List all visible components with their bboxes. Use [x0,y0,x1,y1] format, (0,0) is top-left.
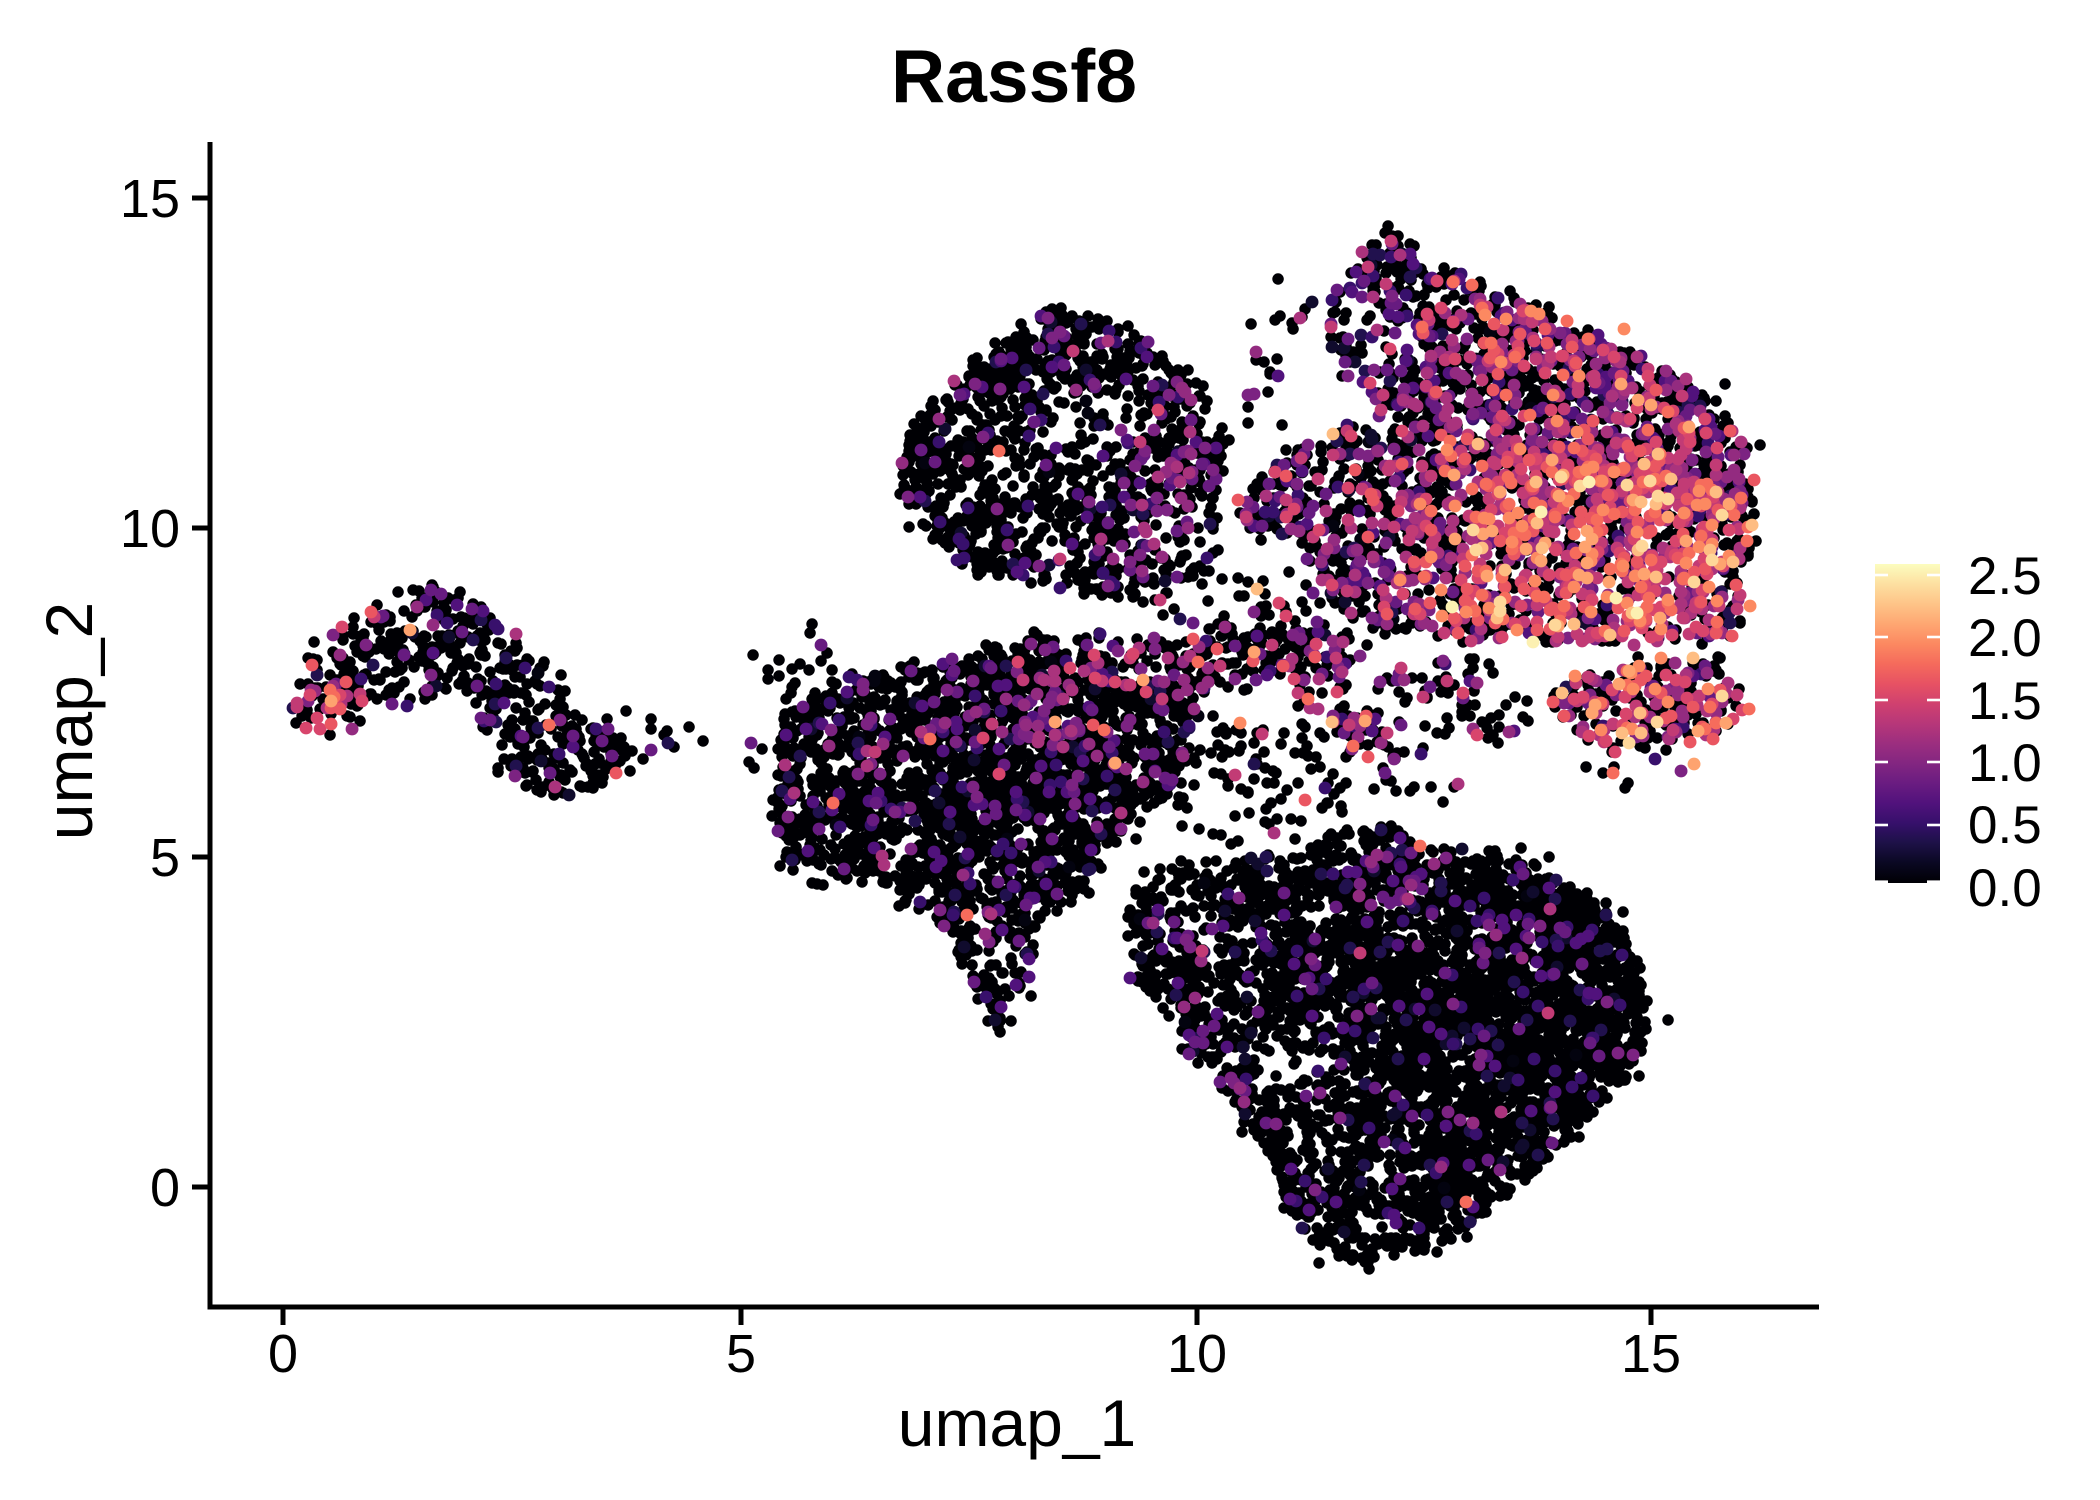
svg-text:15: 15 [1621,1324,1681,1384]
svg-text:umap_1: umap_1 [898,1386,1137,1460]
svg-text:0.0: 0.0 [1968,859,2042,918]
svg-text:Rassf8: Rassf8 [891,34,1137,118]
svg-text:5: 5 [726,1324,756,1384]
svg-text:2.0: 2.0 [1968,609,2042,668]
svg-text:0.5: 0.5 [1968,796,2042,855]
svg-text:5: 5 [150,828,180,888]
svg-text:10: 10 [1167,1324,1227,1384]
svg-text:1.0: 1.0 [1968,734,2042,793]
svg-text:2.5: 2.5 [1968,547,2042,606]
svg-text:1.5: 1.5 [1968,672,2042,731]
svg-text:umap_2: umap_2 [32,602,106,841]
svg-text:10: 10 [120,499,180,559]
svg-text:0: 0 [150,1158,180,1218]
svg-text:0: 0 [268,1324,298,1384]
svg-text:15: 15 [120,169,180,229]
